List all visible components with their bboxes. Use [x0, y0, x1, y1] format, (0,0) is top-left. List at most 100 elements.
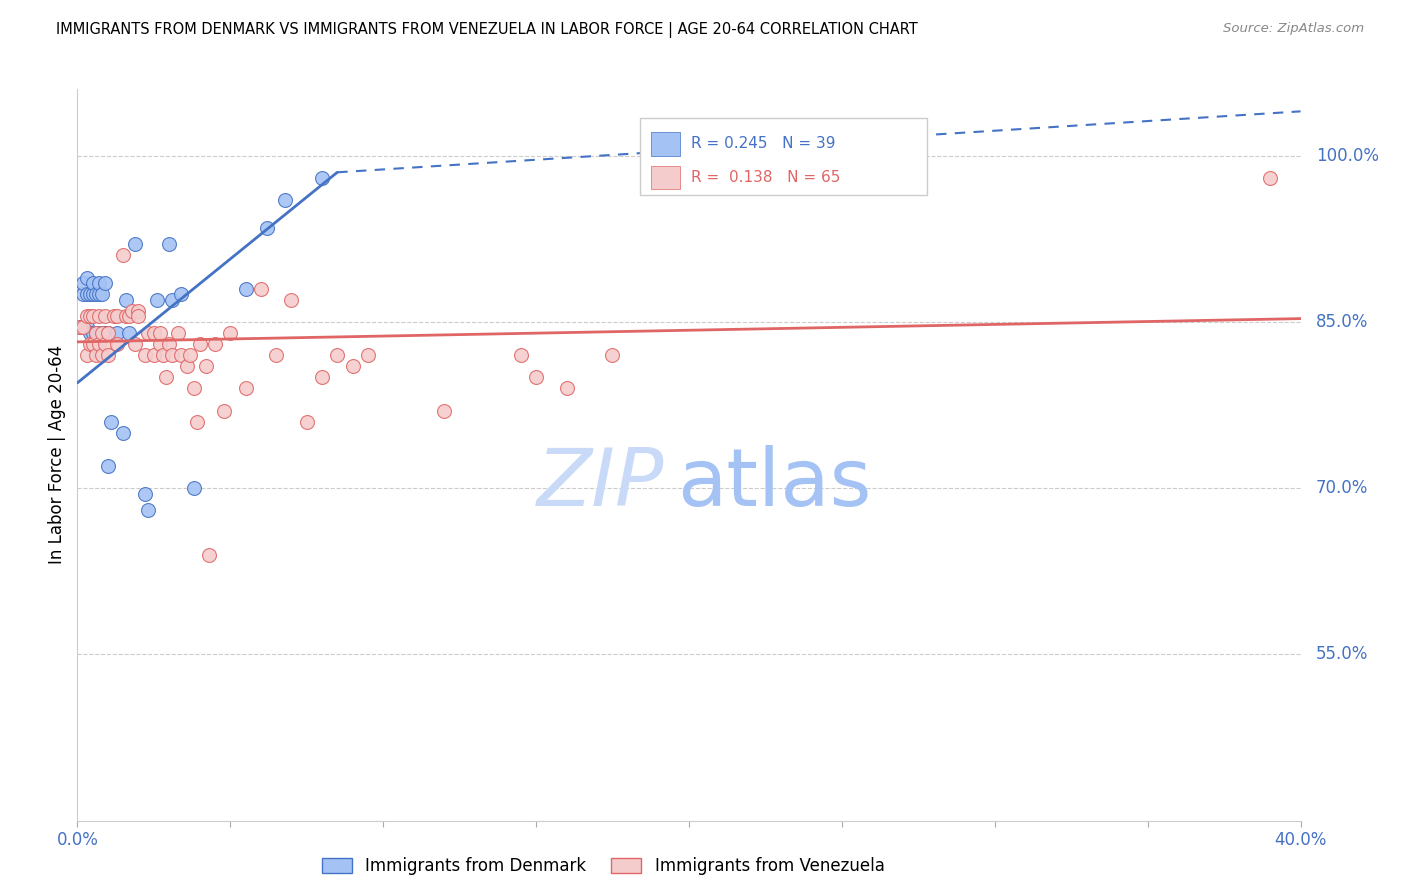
Point — [136, 503, 159, 517]
Point — [176, 359, 198, 374]
Point — [274, 193, 297, 207]
Point — [155, 370, 177, 384]
Text: 100.0%: 100.0% — [1316, 146, 1379, 165]
Point — [524, 370, 547, 384]
Point — [82, 276, 104, 290]
Point — [157, 337, 180, 351]
Point — [188, 337, 211, 351]
Point — [183, 481, 205, 495]
Point — [79, 326, 101, 340]
Point — [90, 348, 112, 362]
Text: 85.0%: 85.0% — [1316, 313, 1368, 331]
Point — [179, 348, 201, 362]
Point — [183, 381, 205, 395]
Point — [97, 326, 120, 340]
Point — [97, 326, 120, 340]
Point — [90, 326, 112, 340]
Point — [311, 370, 333, 384]
Point — [127, 310, 149, 324]
Point — [105, 326, 128, 340]
Point — [134, 486, 156, 500]
Point — [157, 237, 180, 252]
Point — [555, 381, 578, 395]
Point — [87, 310, 110, 324]
Text: R =  0.138   N = 65: R = 0.138 N = 65 — [692, 170, 841, 186]
Point — [142, 326, 165, 340]
Point — [219, 326, 242, 340]
FancyBboxPatch shape — [651, 166, 681, 189]
Point — [1258, 170, 1281, 185]
Point — [509, 348, 531, 362]
FancyBboxPatch shape — [651, 132, 681, 156]
Point — [69, 320, 91, 334]
Point — [94, 326, 117, 340]
Point — [250, 282, 273, 296]
Point — [280, 293, 302, 307]
Point — [84, 326, 107, 340]
Point — [160, 293, 183, 307]
Y-axis label: In Labor Force | Age 20-64: In Labor Force | Age 20-64 — [48, 345, 66, 565]
Point — [94, 337, 117, 351]
Point — [112, 425, 135, 440]
Point — [76, 320, 98, 334]
Point — [311, 170, 333, 185]
Point — [602, 348, 624, 362]
Point — [256, 220, 278, 235]
Point — [72, 287, 94, 301]
Point — [90, 287, 112, 301]
Point — [94, 276, 117, 290]
Point — [118, 326, 141, 340]
Point — [76, 287, 98, 301]
Point — [357, 348, 380, 362]
Point — [134, 348, 156, 362]
Point — [342, 359, 364, 374]
Point — [76, 310, 98, 324]
Text: IMMIGRANTS FROM DENMARK VS IMMIGRANTS FROM VENEZUELA IN LABOR FORCE | AGE 20-64 : IMMIGRANTS FROM DENMARK VS IMMIGRANTS FR… — [56, 22, 918, 38]
Text: R = 0.245   N = 39: R = 0.245 N = 39 — [692, 136, 837, 152]
Point — [105, 337, 128, 351]
Point — [204, 337, 226, 351]
Point — [79, 337, 101, 351]
Point — [124, 237, 146, 252]
Point — [127, 303, 149, 318]
Point — [149, 326, 172, 340]
Point — [170, 287, 193, 301]
Point — [69, 320, 91, 334]
Point — [100, 415, 122, 429]
Point — [235, 282, 257, 296]
Point — [97, 458, 120, 473]
Point — [124, 337, 146, 351]
Point — [76, 270, 98, 285]
Point — [82, 337, 104, 351]
Text: 70.0%: 70.0% — [1316, 479, 1368, 497]
Point — [82, 287, 104, 301]
Point — [84, 287, 107, 301]
Text: atlas: atlas — [676, 445, 872, 524]
Point — [82, 310, 104, 324]
Legend: Immigrants from Denmark, Immigrants from Venezuela: Immigrants from Denmark, Immigrants from… — [315, 850, 891, 882]
Point — [149, 337, 172, 351]
Point — [194, 359, 217, 374]
Text: 55.0%: 55.0% — [1316, 646, 1368, 664]
FancyBboxPatch shape — [640, 119, 928, 195]
Point — [94, 310, 117, 324]
Text: ZIP: ZIP — [537, 445, 665, 524]
Point — [84, 326, 107, 340]
Point — [79, 287, 101, 301]
Point — [90, 326, 112, 340]
Point — [115, 310, 138, 324]
Point — [198, 548, 221, 562]
Point — [112, 248, 135, 262]
Point — [84, 348, 107, 362]
Point — [118, 310, 141, 324]
Point — [87, 276, 110, 290]
Text: Source: ZipAtlas.com: Source: ZipAtlas.com — [1223, 22, 1364, 36]
Point — [105, 310, 128, 324]
Point — [235, 381, 257, 395]
Point — [264, 348, 287, 362]
Point — [212, 403, 235, 417]
Point — [76, 348, 98, 362]
Point — [115, 293, 138, 307]
Point — [160, 348, 183, 362]
Point — [146, 293, 169, 307]
